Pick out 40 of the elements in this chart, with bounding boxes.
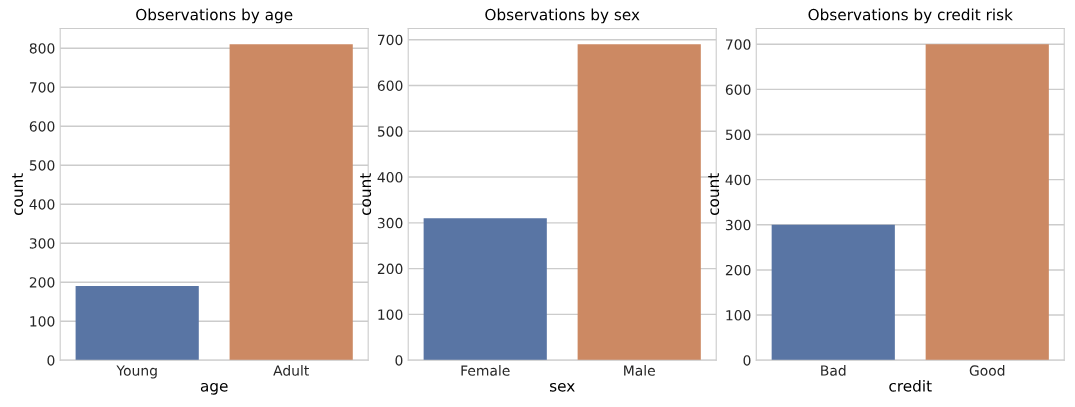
y-tick-label: 200 [725, 264, 751, 276]
y-tick-label: 400 [29, 199, 55, 210]
x-tick-label: Good [969, 365, 1005, 376]
y-tick-label: 100 [726, 310, 751, 321]
x-axis-title: credit [889, 379, 932, 392]
y-tick-label: 0 [743, 355, 751, 366]
y-axis-title: count [360, 173, 372, 216]
y-tick-label: 600 [377, 80, 403, 91]
y-tick-label: 600 [725, 84, 751, 95]
y-tick-label: 500 [725, 129, 751, 141]
y-tick-label: 0 [47, 355, 55, 366]
y-tick-label: 0 [395, 355, 403, 366]
y-tick-label: 700 [726, 39, 751, 50]
x-axis-title: sex [549, 382, 575, 392]
y-tick-label: 200 [377, 263, 403, 275]
x-tick-label: Male [624, 365, 655, 376]
y-tick-label: 300 [29, 238, 55, 249]
y-tick-label: 300 [725, 219, 751, 231]
y-tick-label: 300 [377, 217, 403, 229]
y-tick-label: 400 [725, 174, 751, 186]
x-tick-label: Young [116, 365, 157, 379]
y-axis-title: count [12, 173, 24, 216]
chart-title: Observations by age [136, 8, 293, 24]
y-tick-label: 200 [29, 277, 55, 288]
y-tick-label: 600 [29, 121, 55, 132]
chart-title: Observations by sex [485, 8, 640, 24]
x-axis-title: age [200, 382, 228, 395]
x-tick-label: Female [461, 365, 510, 376]
y-tick-label: 400 [377, 172, 403, 183]
y-tick-label: 700 [29, 82, 55, 93]
chart-title: Observations by credit risk [808, 8, 1013, 24]
y-tick-label: 500 [29, 160, 55, 171]
x-tick-label: Adult [273, 365, 309, 376]
y-tick-label: 700 [378, 34, 403, 46]
x-tick-label: Bad [821, 365, 846, 376]
y-tick-label: 500 [377, 126, 403, 137]
y-axis-title: count [708, 173, 720, 216]
y-tick-label: 800 [29, 43, 55, 54]
y-tick-label: 100 [378, 309, 403, 320]
y-tick-label: 100 [30, 316, 55, 327]
